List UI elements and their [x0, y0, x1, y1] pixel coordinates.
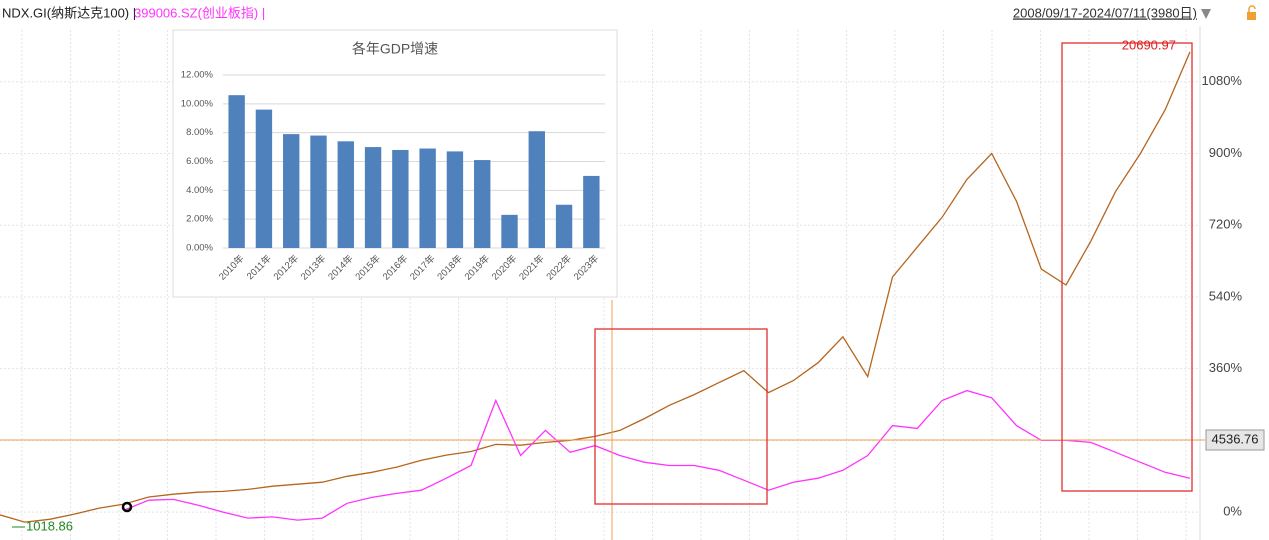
y-tick-label: 720% [1209, 217, 1243, 232]
compare-name[interactable]: 399006.SZ(创业板指) | [134, 5, 265, 20]
dropdown-arrow[interactable] [1201, 9, 1211, 19]
lock-icon[interactable] [1247, 12, 1256, 20]
y-tick-label: 0.00% [186, 243, 213, 254]
crosshair-label: 4536.76 [1212, 431, 1259, 446]
bar [446, 151, 464, 248]
y-tick-label: 2.00% [186, 214, 213, 225]
bar [555, 204, 573, 248]
bar [228, 95, 245, 248]
bar [310, 135, 327, 248]
gdp-inset: 各年GDP增速 0.00% 2.00% 4.00% 6.00% 8.00% 10.00% 12… [172, 29, 618, 298]
y-tick-label: 10.00% [181, 98, 214, 109]
y-tick-label: 540% [1209, 288, 1243, 303]
y-tick-label: 12.00% [181, 70, 214, 81]
bar [255, 109, 273, 248]
bar [364, 147, 382, 248]
high-label: 20690.97 [1122, 37, 1176, 52]
price-line [123, 389, 1191, 521]
y-tick-label: 6.00% [186, 156, 213, 167]
y-tick-label: 1080% [1202, 73, 1243, 88]
highlight-box [1061, 42, 1193, 492]
y-tick-label: 360% [1209, 360, 1243, 375]
cursor-marker [121, 501, 133, 513]
y-tick-label: 8.00% [186, 127, 213, 138]
y-tick-label: 0% [1223, 504, 1242, 519]
highlight-box [594, 328, 768, 505]
y-tick-label: 900% [1209, 145, 1243, 160]
bar [474, 160, 491, 248]
low-label: 1018.86 [26, 518, 73, 533]
main-name[interactable]: NDX.GI(纳斯达克100) | [2, 5, 136, 20]
inset-title: 各年GDP增速 [352, 41, 438, 57]
bar [583, 175, 600, 248]
bar [501, 214, 518, 248]
bar [283, 134, 300, 248]
bar [528, 131, 545, 248]
bar [392, 149, 409, 248]
y-tick-label: 4.00% [186, 185, 213, 196]
lock-shackle [1248, 5, 1256, 12]
bar [419, 148, 436, 248]
date-range[interactable]: 2008/09/17-2024/07/11(3980日) [1013, 5, 1197, 20]
crosshair-label-bg [1205, 429, 1265, 451]
bar [337, 141, 354, 248]
